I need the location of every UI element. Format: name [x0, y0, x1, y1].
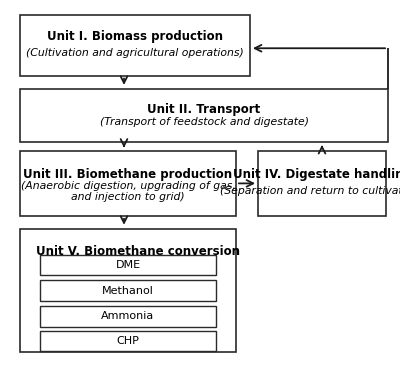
FancyBboxPatch shape — [40, 306, 216, 327]
FancyBboxPatch shape — [20, 15, 250, 76]
Text: (Cultivation and agricultural operations): (Cultivation and agricultural operations… — [26, 48, 244, 58]
FancyBboxPatch shape — [20, 151, 236, 216]
Text: Unit I. Biomass production: Unit I. Biomass production — [47, 30, 223, 42]
FancyBboxPatch shape — [40, 255, 216, 275]
FancyBboxPatch shape — [40, 331, 216, 351]
FancyBboxPatch shape — [258, 151, 386, 216]
Text: Unit III. Biomethane production: Unit III. Biomethane production — [24, 168, 232, 181]
Text: Unit II. Transport: Unit II. Transport — [147, 103, 261, 115]
FancyBboxPatch shape — [40, 280, 216, 301]
Text: DME: DME — [116, 260, 140, 270]
Text: CHP: CHP — [116, 336, 140, 346]
Text: Ammonia: Ammonia — [101, 311, 155, 321]
FancyBboxPatch shape — [20, 229, 236, 352]
Text: (Anaerobic digestion, upgrading of gas,
and injection to grid): (Anaerobic digestion, upgrading of gas, … — [20, 180, 236, 202]
Text: Unit V. Biomethane conversion: Unit V. Biomethane conversion — [36, 245, 240, 258]
FancyBboxPatch shape — [20, 89, 388, 142]
Text: Unit IV. Digestate handling: Unit IV. Digestate handling — [232, 168, 400, 181]
Text: (Transport of feedstock and digestate): (Transport of feedstock and digestate) — [100, 117, 308, 127]
Text: (Separation and return to cultivation): (Separation and return to cultivation) — [220, 186, 400, 196]
Text: Methanol: Methanol — [102, 286, 154, 296]
